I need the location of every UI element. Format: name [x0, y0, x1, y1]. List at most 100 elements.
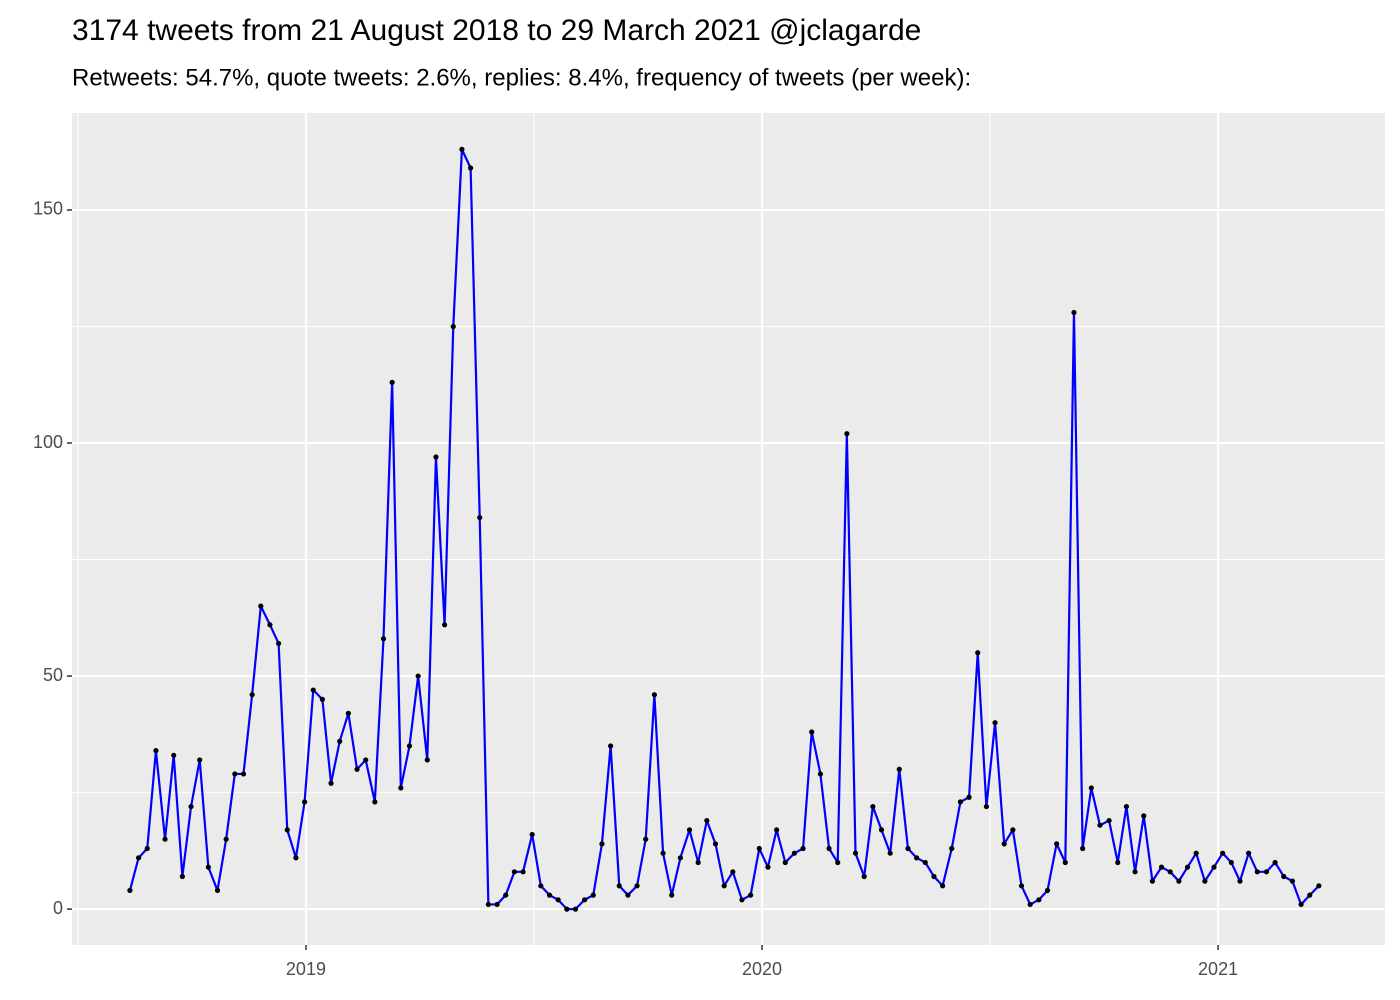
point: [1080, 845, 1086, 852]
point: [686, 827, 693, 833]
point: [826, 845, 832, 852]
point: [162, 836, 168, 842]
point: [914, 855, 920, 861]
point: [144, 845, 150, 852]
x-tick-label: 2019: [286, 959, 326, 979]
point: [870, 803, 876, 810]
point: [1263, 869, 1270, 875]
point: [905, 845, 911, 852]
point: [957, 799, 964, 805]
point: [459, 146, 465, 152]
plot-panel: [72, 113, 1385, 945]
point: [258, 603, 264, 609]
point: [1289, 878, 1296, 884]
point: [695, 859, 701, 866]
point: [599, 841, 605, 847]
point: [651, 692, 657, 698]
point: [293, 855, 299, 861]
point: [1220, 850, 1226, 856]
x-tick-label: 2020: [742, 959, 782, 979]
point: [389, 379, 395, 386]
point: [1132, 869, 1138, 875]
point: [1272, 859, 1278, 866]
point: [450, 323, 456, 330]
point: [1018, 883, 1025, 889]
point: [1211, 864, 1217, 870]
y-tick-label: 100: [33, 432, 63, 452]
point: [127, 887, 133, 894]
point: [712, 841, 719, 847]
point: [433, 454, 439, 460]
point: [1044, 887, 1051, 894]
point: [214, 887, 221, 894]
point: [319, 696, 325, 702]
point: [1106, 817, 1112, 824]
point: [380, 636, 387, 642]
point: [590, 892, 596, 898]
point: [1176, 878, 1182, 884]
point: [1054, 841, 1060, 847]
y-tick-label: 150: [33, 199, 63, 219]
point: [546, 892, 553, 898]
point: [643, 836, 649, 842]
point: [494, 901, 500, 908]
point: [765, 864, 771, 870]
point: [354, 766, 360, 772]
point: [1071, 309, 1077, 316]
point: [817, 771, 823, 777]
point: [1115, 859, 1121, 866]
point: [774, 827, 780, 833]
point: [975, 650, 981, 656]
point: [1123, 803, 1130, 810]
point: [372, 799, 378, 805]
point: [748, 892, 754, 898]
point: [415, 673, 421, 679]
point: [1062, 859, 1068, 866]
point: [267, 622, 273, 628]
point: [477, 514, 483, 521]
point: [363, 757, 369, 763]
point: [669, 892, 675, 898]
point: [328, 780, 334, 786]
point: [205, 864, 211, 870]
point: [1202, 878, 1208, 884]
point: [1237, 878, 1243, 884]
point: [1001, 841, 1007, 847]
point: [1254, 869, 1260, 875]
point: [249, 692, 255, 698]
point: [538, 883, 544, 889]
point: [931, 873, 937, 880]
point: [896, 766, 902, 772]
point: [310, 687, 316, 693]
point: [529, 831, 535, 838]
point: [398, 785, 404, 791]
point: [284, 827, 290, 833]
point: [555, 897, 561, 903]
point: [1141, 813, 1147, 819]
point: [467, 165, 474, 171]
point: [179, 873, 185, 880]
point: [503, 892, 509, 898]
point: [835, 859, 841, 866]
point: [171, 752, 177, 758]
point: [844, 431, 850, 437]
point: [188, 803, 194, 810]
point: [1193, 850, 1199, 856]
point: [861, 873, 867, 880]
point: [153, 748, 159, 754]
point: [878, 827, 885, 833]
point: [677, 855, 683, 861]
point: [634, 883, 640, 889]
point: [197, 757, 203, 763]
point: [275, 640, 282, 647]
point: [809, 729, 815, 735]
point: [511, 869, 517, 875]
point: [739, 897, 745, 903]
point: [1088, 785, 1094, 791]
point: [800, 845, 806, 852]
chart-subtitle: Retweets: 54.7%, quote tweets: 2.6%, rep…: [72, 64, 971, 91]
point: [887, 850, 893, 856]
point: [1307, 892, 1313, 898]
point: [406, 743, 413, 749]
